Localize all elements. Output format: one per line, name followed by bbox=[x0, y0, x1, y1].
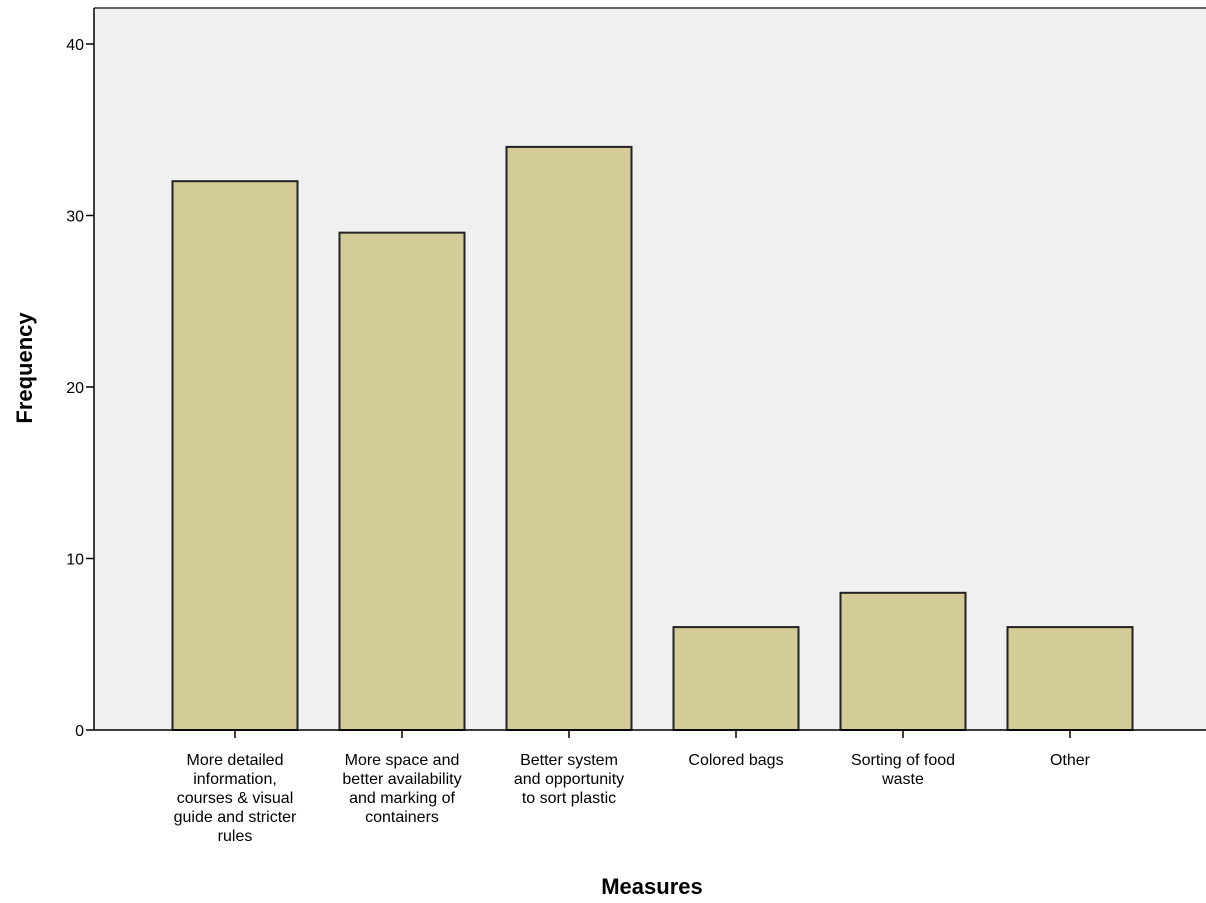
y-tick-label: 30 bbox=[66, 209, 84, 226]
y-axis-title: Frequency bbox=[12, 312, 37, 424]
bar bbox=[505, 145, 633, 731]
x-tick-label: Better system and opportunity to sort plas… bbox=[514, 752, 624, 807]
x-tick-label: Colored bags bbox=[688, 752, 783, 769]
x-axis-tick-labels: More detailed information, courses & visua… bbox=[174, 730, 1091, 845]
y-tick-label: 10 bbox=[66, 552, 84, 569]
bar bbox=[672, 626, 800, 731]
bar bbox=[338, 231, 466, 731]
x-axis-title: Measures bbox=[601, 874, 703, 899]
bar bbox=[171, 180, 299, 731]
bar bbox=[839, 591, 967, 731]
x-tick-label: Other bbox=[1050, 752, 1091, 769]
y-tick-label: 20 bbox=[66, 380, 84, 397]
x-tick-label: Sorting of food waste bbox=[851, 752, 955, 788]
y-tick-label: 0 bbox=[75, 723, 84, 740]
bar bbox=[1006, 626, 1134, 731]
y-tick-label: 40 bbox=[66, 37, 84, 54]
x-tick-label: More space and better availability and mar… bbox=[342, 752, 461, 826]
x-tick-label: More detailed information, courses & visua… bbox=[174, 752, 297, 845]
y-axis-ticks: 0 10 20 30 40 bbox=[66, 37, 94, 740]
